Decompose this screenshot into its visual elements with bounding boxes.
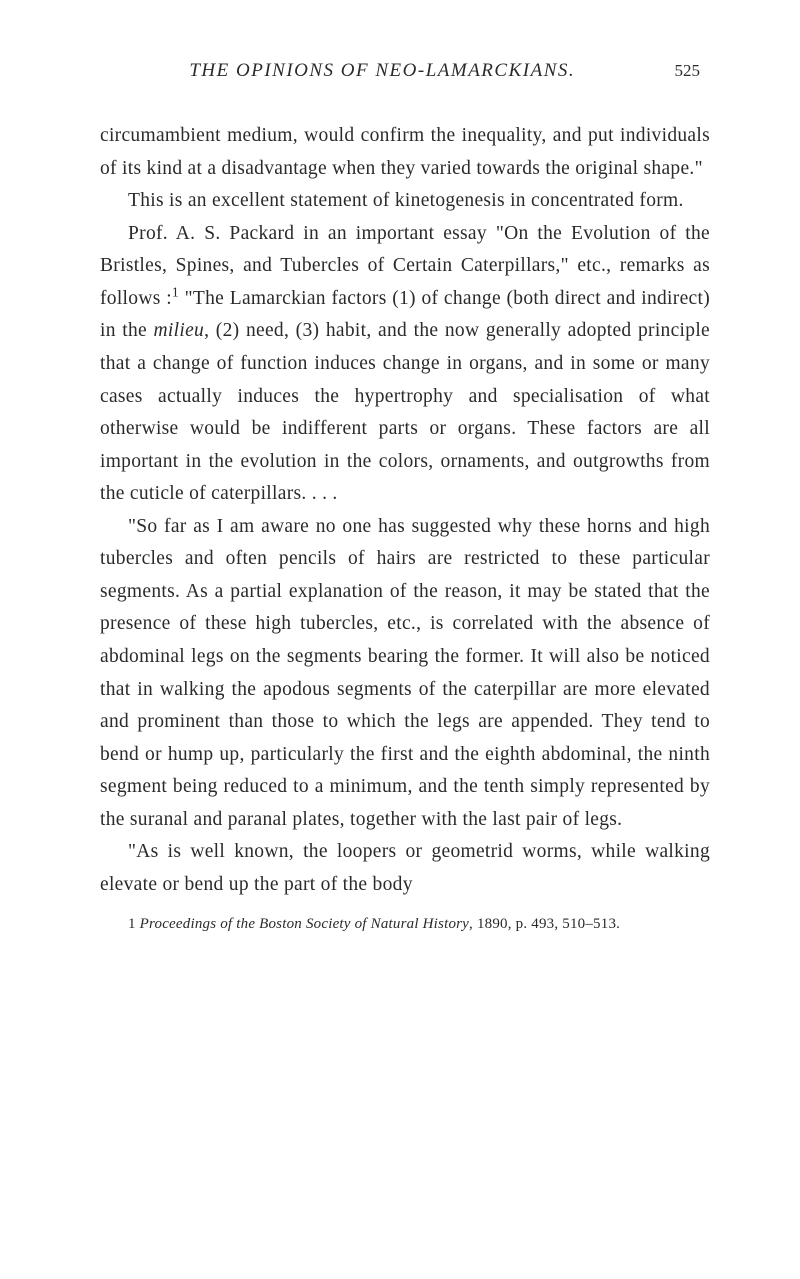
p3-italic: milieu [154,320,205,341]
page-header: THE OPINIONS OF NEO-LAMARCKIANS. 525 [100,60,710,82]
footnote-rest: , 1890, p. 493, 510–513. [469,916,620,932]
paragraph-5: "As is well known, the loopers or geomet… [100,836,710,901]
p3-footnote-marker: 1 [172,284,179,299]
footnote-italic: Proceedings of the Boston Society of Nat… [140,916,469,932]
page-number: 525 [675,61,701,81]
paragraph-3: Prof. A. S. Packard in an important essa… [100,218,710,511]
footnote-marker: 1 [128,916,136,932]
body-text: circumambient medium, would confirm the … [100,120,710,902]
footnote: 1 Proceedings of the Boston Society of N… [100,916,710,933]
paragraph-1: circumambient medium, would confirm the … [100,120,710,185]
running-title: THE OPINIONS OF NEO-LAMARCKIANS. [110,60,655,82]
paragraph-2: This is an excellent statement of kineto… [100,185,710,218]
p3-text-2b: , (2) need, (3) habit, and the now gener… [100,320,710,504]
paragraph-4: "So far as I am aware no one has suggest… [100,511,710,837]
